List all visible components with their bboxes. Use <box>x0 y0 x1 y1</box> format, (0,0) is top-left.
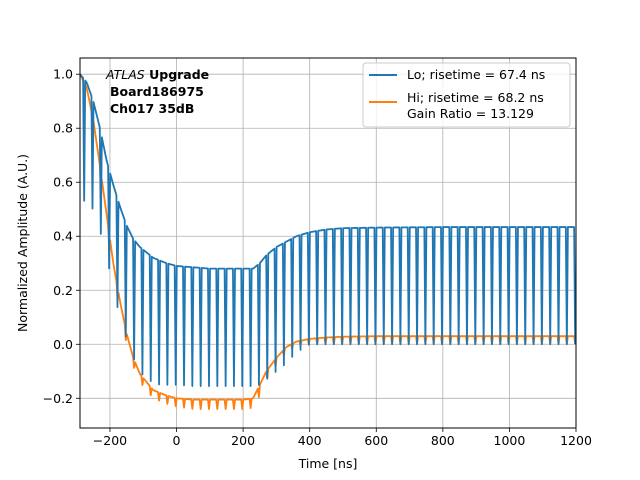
y-tick-label: 0.6 <box>53 175 73 190</box>
x-axis-ticks: −200 0 200 400 600 800 1000 1200 <box>93 428 592 448</box>
x-tick-label: 800 <box>431 433 455 448</box>
x-tick-label: 200 <box>231 433 255 448</box>
annotation-board: Board186975 <box>110 84 204 99</box>
legend-box <box>362 62 571 128</box>
annotation-atlas: ATLAS <box>105 67 145 82</box>
y-axis-ticks: −0.2 0.0 0.2 0.4 0.6 0.8 1.0 <box>43 67 80 406</box>
x-tick-label: −200 <box>93 433 127 448</box>
y-tick-label: 0.0 <box>53 337 73 352</box>
legend: Lo; risetime = 67.4 ns Hi; risetime = 68… <box>362 62 571 128</box>
annotation-channel: Ch017 35dB <box>110 101 194 116</box>
y-axis-label: Normalized Amplitude (A.U.) <box>15 154 30 332</box>
y-tick-label: −0.2 <box>43 391 73 406</box>
y-tick-label: 0.4 <box>53 229 73 244</box>
legend-label-lo: Lo; risetime = 67.4 ns <box>407 67 545 82</box>
annotation-line-1: ATLAS Upgrade <box>105 67 209 82</box>
legend-label-hi-line-1: Hi; risetime = 68.2 ns <box>407 90 544 105</box>
axes-frame <box>79 57 577 429</box>
x-tick-label: 1000 <box>494 433 526 448</box>
x-tick-label: 600 <box>364 433 388 448</box>
y-tick-label: 1.0 <box>53 67 73 82</box>
x-tick-label: 0 <box>173 433 181 448</box>
atlas-annotation: ATLAS Upgrade Board186975 Ch017 35dB <box>105 67 209 116</box>
y-tick-label: 0.8 <box>53 121 73 136</box>
x-axis-label: Time [ns] <box>298 456 358 471</box>
plot-area <box>80 73 576 410</box>
annotation-upgrade: Upgrade <box>149 67 209 82</box>
series-line-lo <box>80 73 576 388</box>
x-tick-label: 400 <box>298 433 322 448</box>
legend-label-hi: Hi; risetime = 68.2 ns Gain Ratio = 13.1… <box>407 90 548 121</box>
y-tick-label: 0.2 <box>53 283 73 298</box>
x-tick-label: 1200 <box>560 433 592 448</box>
legend-label-hi-line-2: Gain Ratio = 13.129 <box>407 106 534 121</box>
